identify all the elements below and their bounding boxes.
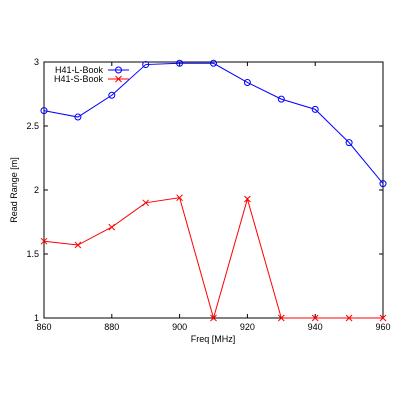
data-point	[210, 314, 217, 322]
data-point	[74, 113, 82, 121]
data-point	[74, 241, 82, 249]
data-point	[40, 237, 48, 245]
y-tick-label: 2	[34, 185, 39, 195]
data-point	[277, 95, 285, 103]
x-axis-title: Freq [MHz]	[191, 334, 236, 344]
data-point	[345, 139, 353, 147]
series-h41-l-book	[40, 59, 387, 188]
data-point	[108, 223, 116, 231]
y-tick-label: 1.5	[26, 249, 39, 259]
data-point	[379, 180, 387, 188]
data-point	[243, 78, 251, 86]
data-point	[142, 61, 150, 69]
data-point	[379, 314, 387, 322]
y-tick-label: 1	[34, 313, 39, 323]
plot-frame	[43, 61, 384, 319]
ticks-layer: 860 880 900 920 940 960 1 1.5 2 2.5 3	[26, 57, 390, 332]
legend-label: H41-S-Book	[54, 74, 104, 84]
x-tick-label: 940	[308, 322, 323, 332]
series-layer	[40, 59, 387, 322]
data-point	[311, 105, 319, 113]
y-tick-label: 2.5	[26, 121, 39, 131]
series-line	[43, 62, 384, 184]
data-point	[176, 194, 183, 202]
x-tick-label: 900	[172, 322, 187, 332]
legend-marker	[115, 66, 122, 74]
data-point	[142, 199, 150, 207]
data-point	[40, 107, 48, 115]
series-h41-s-book	[40, 194, 387, 322]
x-tick-label: 880	[104, 322, 119, 332]
data-point	[176, 59, 184, 67]
data-point	[311, 314, 319, 322]
series-line	[43, 197, 383, 320]
data-point	[345, 314, 353, 322]
data-point	[108, 91, 116, 99]
data-point	[210, 59, 217, 67]
legend-label: H41-L-Book	[55, 65, 104, 75]
legend-marker	[115, 75, 122, 83]
y-tick-label: 3	[34, 57, 39, 67]
data-point	[244, 195, 251, 203]
x-tick-label: 860	[36, 322, 51, 332]
y-axis-title: Read Range [m]	[9, 157, 19, 223]
data-point	[277, 314, 285, 322]
x-tick-label: 960	[375, 322, 390, 332]
x-tick-label: 920	[240, 322, 255, 332]
